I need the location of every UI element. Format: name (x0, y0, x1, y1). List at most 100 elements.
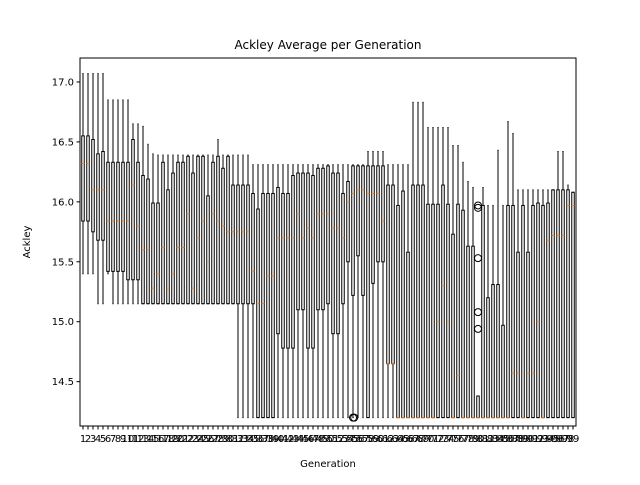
x-tick-label: 12 (132, 434, 145, 445)
box-group (156, 154, 160, 305)
box-iqr (141, 174, 145, 305)
x-tick-label: 72 (432, 434, 445, 445)
box-group (441, 127, 445, 419)
x-tick-label: 64 (392, 434, 405, 445)
box-group (266, 164, 270, 419)
box-group (311, 164, 315, 419)
x-axis-label: Generation (300, 459, 356, 470)
x-tick-label: 37 (257, 434, 270, 445)
x-tick-label: 83 (487, 434, 500, 445)
x-tick-label: 21 (177, 434, 190, 445)
x-tick-label: 51 (327, 434, 340, 445)
x-tick-label: 58 (362, 434, 375, 445)
box-group (316, 164, 320, 419)
box-group (486, 204, 490, 419)
x-tick-label: 5 (100, 434, 106, 445)
x-axis: 1234567891011121314151617181920212223242… (80, 426, 580, 445)
box-iqr (86, 135, 90, 222)
box-group (366, 150, 370, 419)
box-iqr (241, 184, 245, 305)
box-group (446, 127, 450, 419)
x-tick-label: 74 (442, 434, 455, 445)
x-tick-label: 42 (282, 434, 295, 445)
x-tick-label: 2 (85, 434, 91, 445)
box-group (91, 73, 95, 275)
x-tick-label: 96 (552, 434, 565, 445)
box-group (436, 127, 440, 419)
x-tick-label: 66 (402, 434, 415, 445)
x-tick-label: 35 (247, 434, 260, 445)
box-group (151, 153, 155, 305)
x-tick-label: 75 (447, 434, 460, 445)
x-tick-label: 34 (242, 434, 255, 445)
box-iqr (361, 165, 365, 296)
box-iqr (171, 172, 175, 305)
x-tick-label: 92 (532, 434, 545, 445)
box-group (381, 150, 385, 419)
x-tick-label: 95 (547, 434, 560, 445)
x-tick-label: 84 (492, 434, 505, 445)
y-tick-label: 17.0 (52, 77, 74, 88)
x-tick-label: 89 (517, 434, 530, 445)
x-tick-label: 53 (337, 434, 350, 445)
box-group (491, 204, 495, 419)
box-iqr (81, 135, 85, 222)
x-tick-label: 99 (567, 434, 580, 445)
x-tick-label: 82 (482, 434, 495, 445)
box-group (221, 154, 225, 305)
box-group (461, 161, 465, 419)
box-iqr (331, 172, 335, 335)
box-group (306, 164, 310, 419)
box-group (171, 154, 175, 305)
box-iqr (571, 191, 575, 419)
x-tick-label: 71 (427, 434, 440, 445)
x-tick-label: 36 (252, 434, 265, 445)
box-group (181, 154, 185, 305)
box-group (361, 164, 365, 419)
box-group (471, 186, 475, 419)
box-group (346, 164, 350, 419)
box-group (216, 139, 220, 305)
box-iqr (246, 184, 250, 305)
box-iqr (371, 165, 375, 284)
box-group (506, 121, 510, 419)
x-tick-label: 15 (147, 434, 160, 445)
x-tick-label: 17 (157, 434, 170, 445)
box-group (96, 73, 100, 305)
box-group (86, 73, 90, 275)
x-tick-label: 70 (422, 434, 435, 445)
y-axis: 14.5 15.0 15.5 16.0 16.5 17.0 (52, 77, 80, 388)
x-tick-label: 3 (90, 434, 96, 445)
box-iqr (211, 161, 215, 305)
x-tick-label: 41 (277, 434, 290, 445)
box-iqr (296, 172, 300, 311)
x-tick-label: 44 (292, 434, 305, 445)
box-iqr (121, 161, 125, 272)
x-tick-label: 90 (522, 434, 535, 445)
x-tick-label: 57 (357, 434, 370, 445)
box-group (546, 189, 550, 419)
box-iqr (281, 192, 285, 349)
x-tick-label: 9 (120, 434, 126, 445)
x-tick-label: 27 (207, 434, 220, 445)
x-tick-label: 10 (122, 434, 135, 445)
box-iqr (181, 161, 185, 305)
box-iqr (376, 165, 380, 263)
box-iqr (216, 155, 220, 305)
box-iqr (561, 189, 565, 419)
x-tick-label: 47 (307, 434, 320, 445)
box-iqr (231, 184, 235, 305)
box-group (371, 150, 375, 419)
y-tick-label: 16.5 (52, 137, 74, 148)
box-group (536, 189, 540, 419)
boxes-layer (81, 73, 575, 422)
box-group (401, 164, 405, 419)
box-group (526, 189, 530, 419)
y-tick-label: 15.5 (52, 257, 74, 268)
box-group (201, 154, 205, 305)
box-iqr (381, 165, 385, 263)
x-tick-label: 30 (222, 434, 235, 445)
x-tick-label: 33 (237, 434, 250, 445)
box-group (211, 154, 215, 305)
